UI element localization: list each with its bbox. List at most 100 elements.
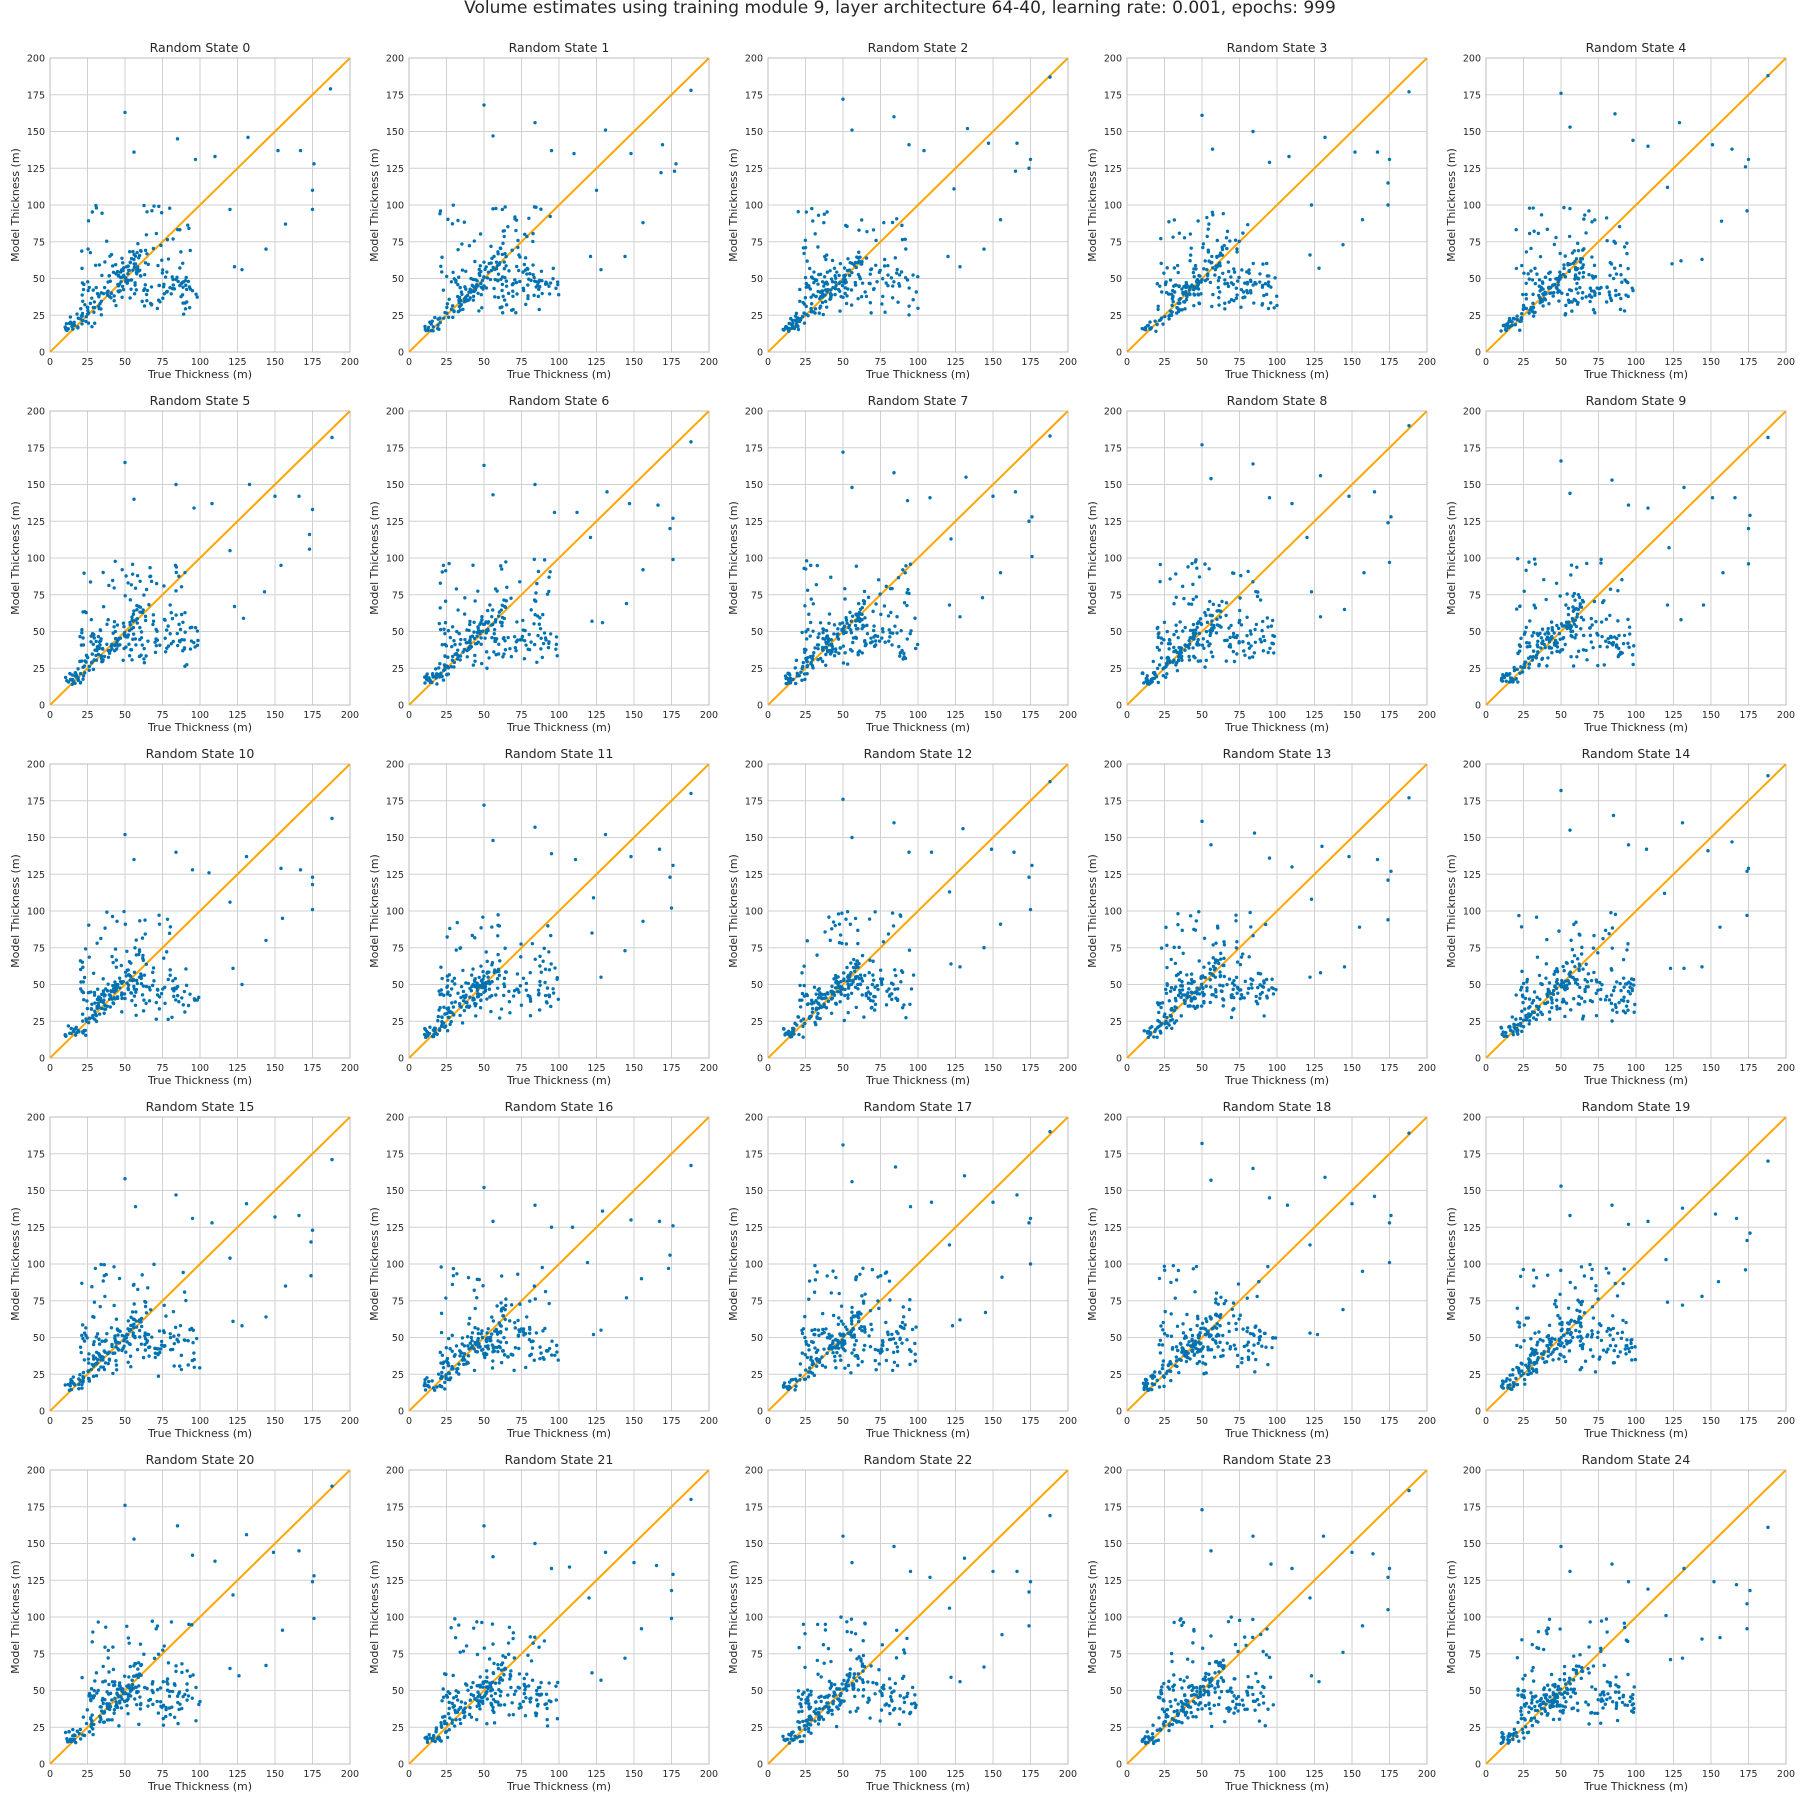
- data-point: [106, 280, 110, 284]
- data-point: [441, 1021, 446, 1025]
- data-point: [1232, 983, 1237, 987]
- data-point: [816, 643, 821, 647]
- data-point: [1580, 296, 1584, 300]
- data-point: [1194, 267, 1198, 271]
- data-point: [543, 967, 548, 971]
- data-point: [143, 1334, 147, 1338]
- data-point: [120, 256, 124, 260]
- data-point: [70, 673, 74, 677]
- data-point: [1619, 988, 1623, 993]
- y-tick-label: 25: [1469, 664, 1481, 675]
- data-point: [1200, 278, 1204, 282]
- data-point: [1608, 293, 1612, 297]
- data-point: [440, 674, 444, 678]
- data-point: [1746, 866, 1751, 871]
- data-point: [1575, 615, 1579, 619]
- data-point: [472, 636, 477, 641]
- data-point: [1569, 654, 1573, 659]
- data-point: [134, 953, 139, 957]
- data-point: [1264, 292, 1269, 297]
- data-point: [1215, 264, 1220, 268]
- data-point: [1162, 666, 1167, 670]
- x-tick-label: 150: [1702, 357, 1720, 368]
- data-point: [899, 969, 904, 973]
- data-point: [463, 637, 467, 642]
- data-point: [1218, 970, 1222, 974]
- data-point: [473, 642, 478, 646]
- data-point: [479, 642, 483, 646]
- data-point: [1250, 655, 1255, 659]
- scatter-panel: 0025255050757510010012512515015017517520…: [1445, 393, 1795, 734]
- data-point: [806, 1002, 810, 1006]
- x-tick-label: 125: [946, 357, 964, 368]
- y-tick-label: 75: [1469, 590, 1481, 601]
- data-point: [514, 280, 519, 285]
- x-tick-label: 175: [303, 710, 321, 721]
- data-point: [1616, 589, 1620, 593]
- data-point: [1628, 992, 1632, 996]
- data-point: [462, 1008, 467, 1013]
- data-point: [1592, 970, 1596, 975]
- data-point: [895, 615, 899, 619]
- data-point: [1213, 987, 1218, 992]
- data-point: [1530, 309, 1535, 314]
- data-point: [130, 615, 134, 619]
- data-point: [1217, 295, 1221, 300]
- y-tick-label: 75: [392, 943, 404, 954]
- y-tick-label: 0: [757, 348, 763, 359]
- data-point: [172, 1334, 176, 1338]
- data-point: [1267, 274, 1271, 278]
- data-point: [518, 279, 522, 284]
- data-point: [129, 278, 134, 282]
- data-point: [1222, 943, 1227, 947]
- data-point: [839, 979, 843, 984]
- data-point: [103, 1007, 108, 1011]
- data-point: [624, 601, 629, 606]
- data-point: [429, 328, 434, 333]
- data-point: [1199, 982, 1204, 987]
- data-point: [115, 623, 120, 627]
- data-point: [556, 282, 560, 287]
- data-point: [1196, 638, 1200, 642]
- data-point: [480, 278, 485, 283]
- data-point: [138, 248, 143, 253]
- y-tick-label: 175: [386, 443, 404, 454]
- data-point: [154, 643, 159, 648]
- data-point: [1570, 309, 1574, 313]
- data-point: [1629, 982, 1633, 986]
- y-tick-label: 200: [745, 760, 763, 771]
- data-point: [482, 622, 487, 626]
- data-point: [1527, 1022, 1531, 1026]
- data-point: [822, 212, 827, 216]
- data-point: [1531, 292, 1535, 297]
- data-point: [107, 993, 111, 997]
- data-point: [1569, 563, 1574, 567]
- data-point: [163, 1001, 167, 1006]
- data-point: [913, 616, 917, 620]
- data-point: [490, 925, 494, 929]
- data-point: [1248, 910, 1252, 915]
- data-point: [1160, 1001, 1165, 1005]
- data-point: [465, 655, 469, 659]
- data-point: [487, 656, 491, 660]
- data-point: [1610, 478, 1614, 482]
- data-point: [1249, 632, 1253, 636]
- data-point: [1204, 629, 1209, 634]
- data-point: [117, 976, 122, 980]
- data-point: [1522, 271, 1526, 275]
- data-point: [1174, 629, 1179, 634]
- data-point: [148, 988, 152, 992]
- data-point: [522, 656, 527, 661]
- data-point: [1560, 624, 1565, 628]
- data-point: [447, 297, 451, 301]
- data-point: [1241, 640, 1245, 644]
- data-point: [1174, 311, 1179, 315]
- data-point: [804, 648, 808, 652]
- data-point: [820, 300, 825, 305]
- data-point: [845, 979, 850, 983]
- data-point: [1556, 280, 1561, 284]
- data-point: [134, 618, 138, 622]
- data-point: [1235, 250, 1239, 254]
- data-point: [1574, 633, 1578, 637]
- data-point: [69, 1026, 73, 1031]
